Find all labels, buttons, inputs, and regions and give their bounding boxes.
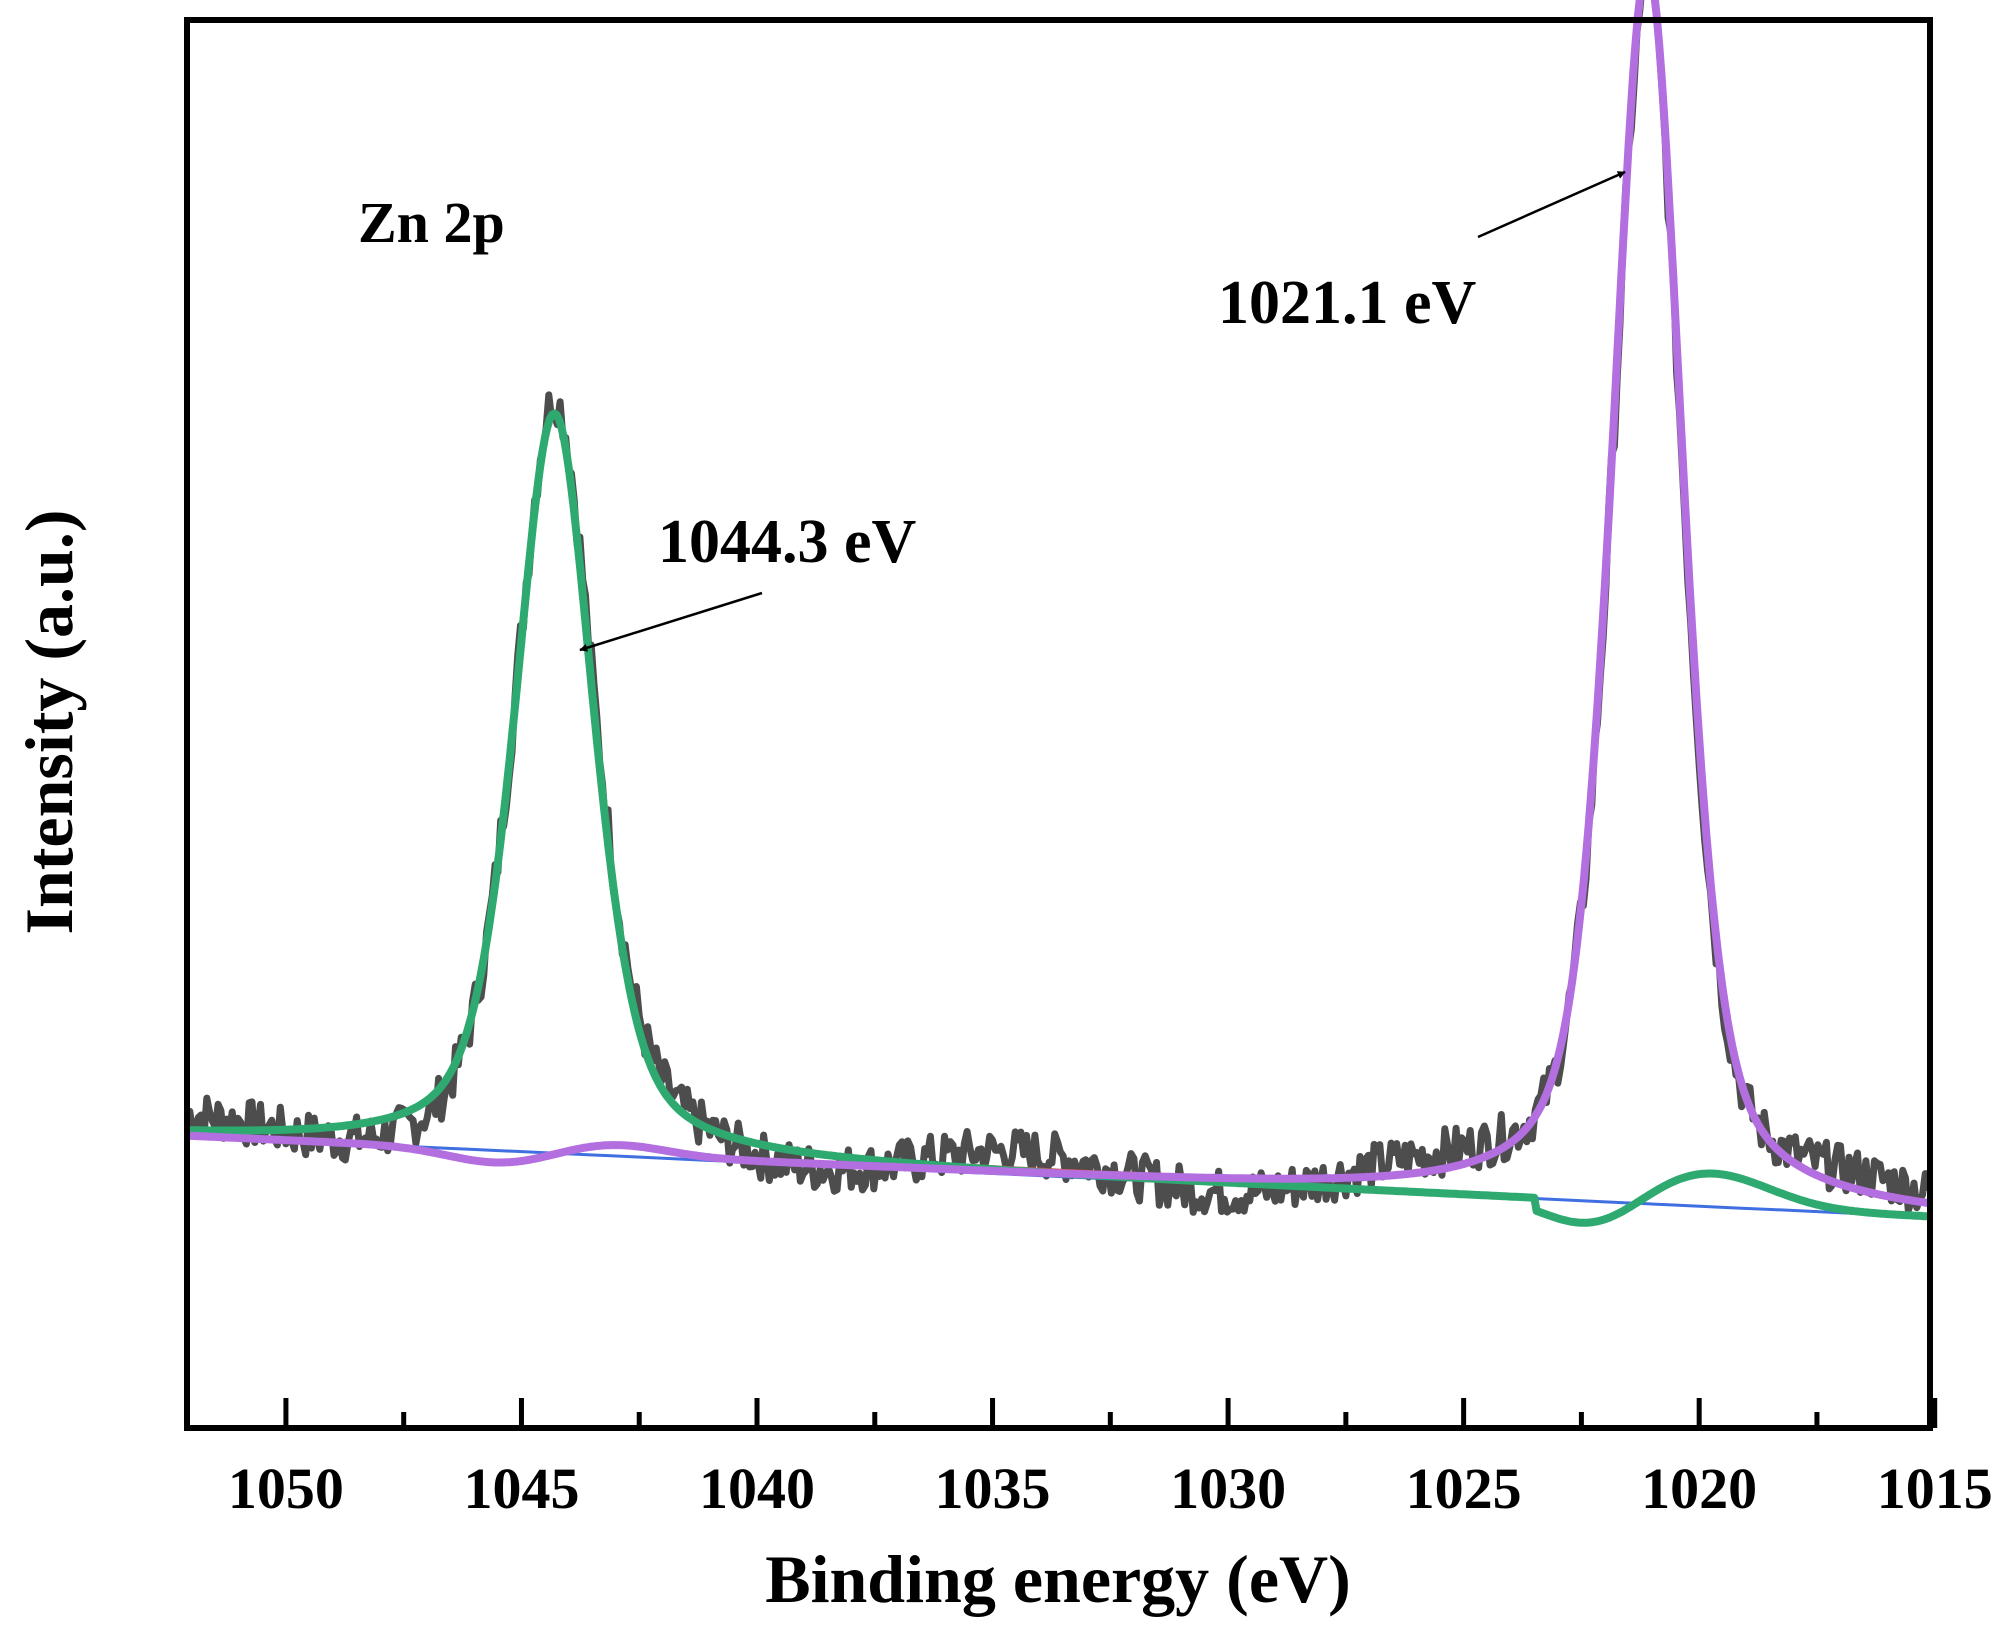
peak-label-1044: 1044.3 eV bbox=[658, 508, 917, 576]
x-tick-label: 1035 bbox=[935, 1456, 1051, 1521]
peak-label-1021: 1021.1 eV bbox=[1218, 269, 1477, 337]
zn2p12-component-line bbox=[185, 409, 1932, 1227]
zn2p32-component-line bbox=[185, 0, 1932, 1208]
x-tick-label: 1020 bbox=[1641, 1456, 1757, 1521]
arrow-peak-1044 bbox=[579, 591, 763, 652]
x-tick-label: 1030 bbox=[1170, 1456, 1286, 1521]
x-tick-label: 1050 bbox=[228, 1456, 344, 1521]
x-tick-label: 1015 bbox=[1877, 1456, 1993, 1521]
plot-frame bbox=[184, 17, 1933, 1431]
spectrum-curves bbox=[184, 0, 1932, 1227]
x-tick-label: 1025 bbox=[1406, 1456, 1522, 1521]
x-axis-tick-labels: 1050 1045 1040 1035 1030 1025 1020 1015 bbox=[228, 1456, 1993, 1521]
x-tick-label: 1045 bbox=[463, 1456, 579, 1521]
x-axis-ticks bbox=[283, 1398, 1938, 1428]
y-axis-title: Intensity (a.u.) bbox=[11, 509, 87, 934]
x-tick-label: 1040 bbox=[699, 1456, 815, 1521]
x-axis-title: Binding energy (eV) bbox=[765, 1541, 1351, 1617]
arrow-peak-1021 bbox=[1477, 170, 1626, 239]
panel-label: Zn 2p bbox=[358, 190, 505, 255]
